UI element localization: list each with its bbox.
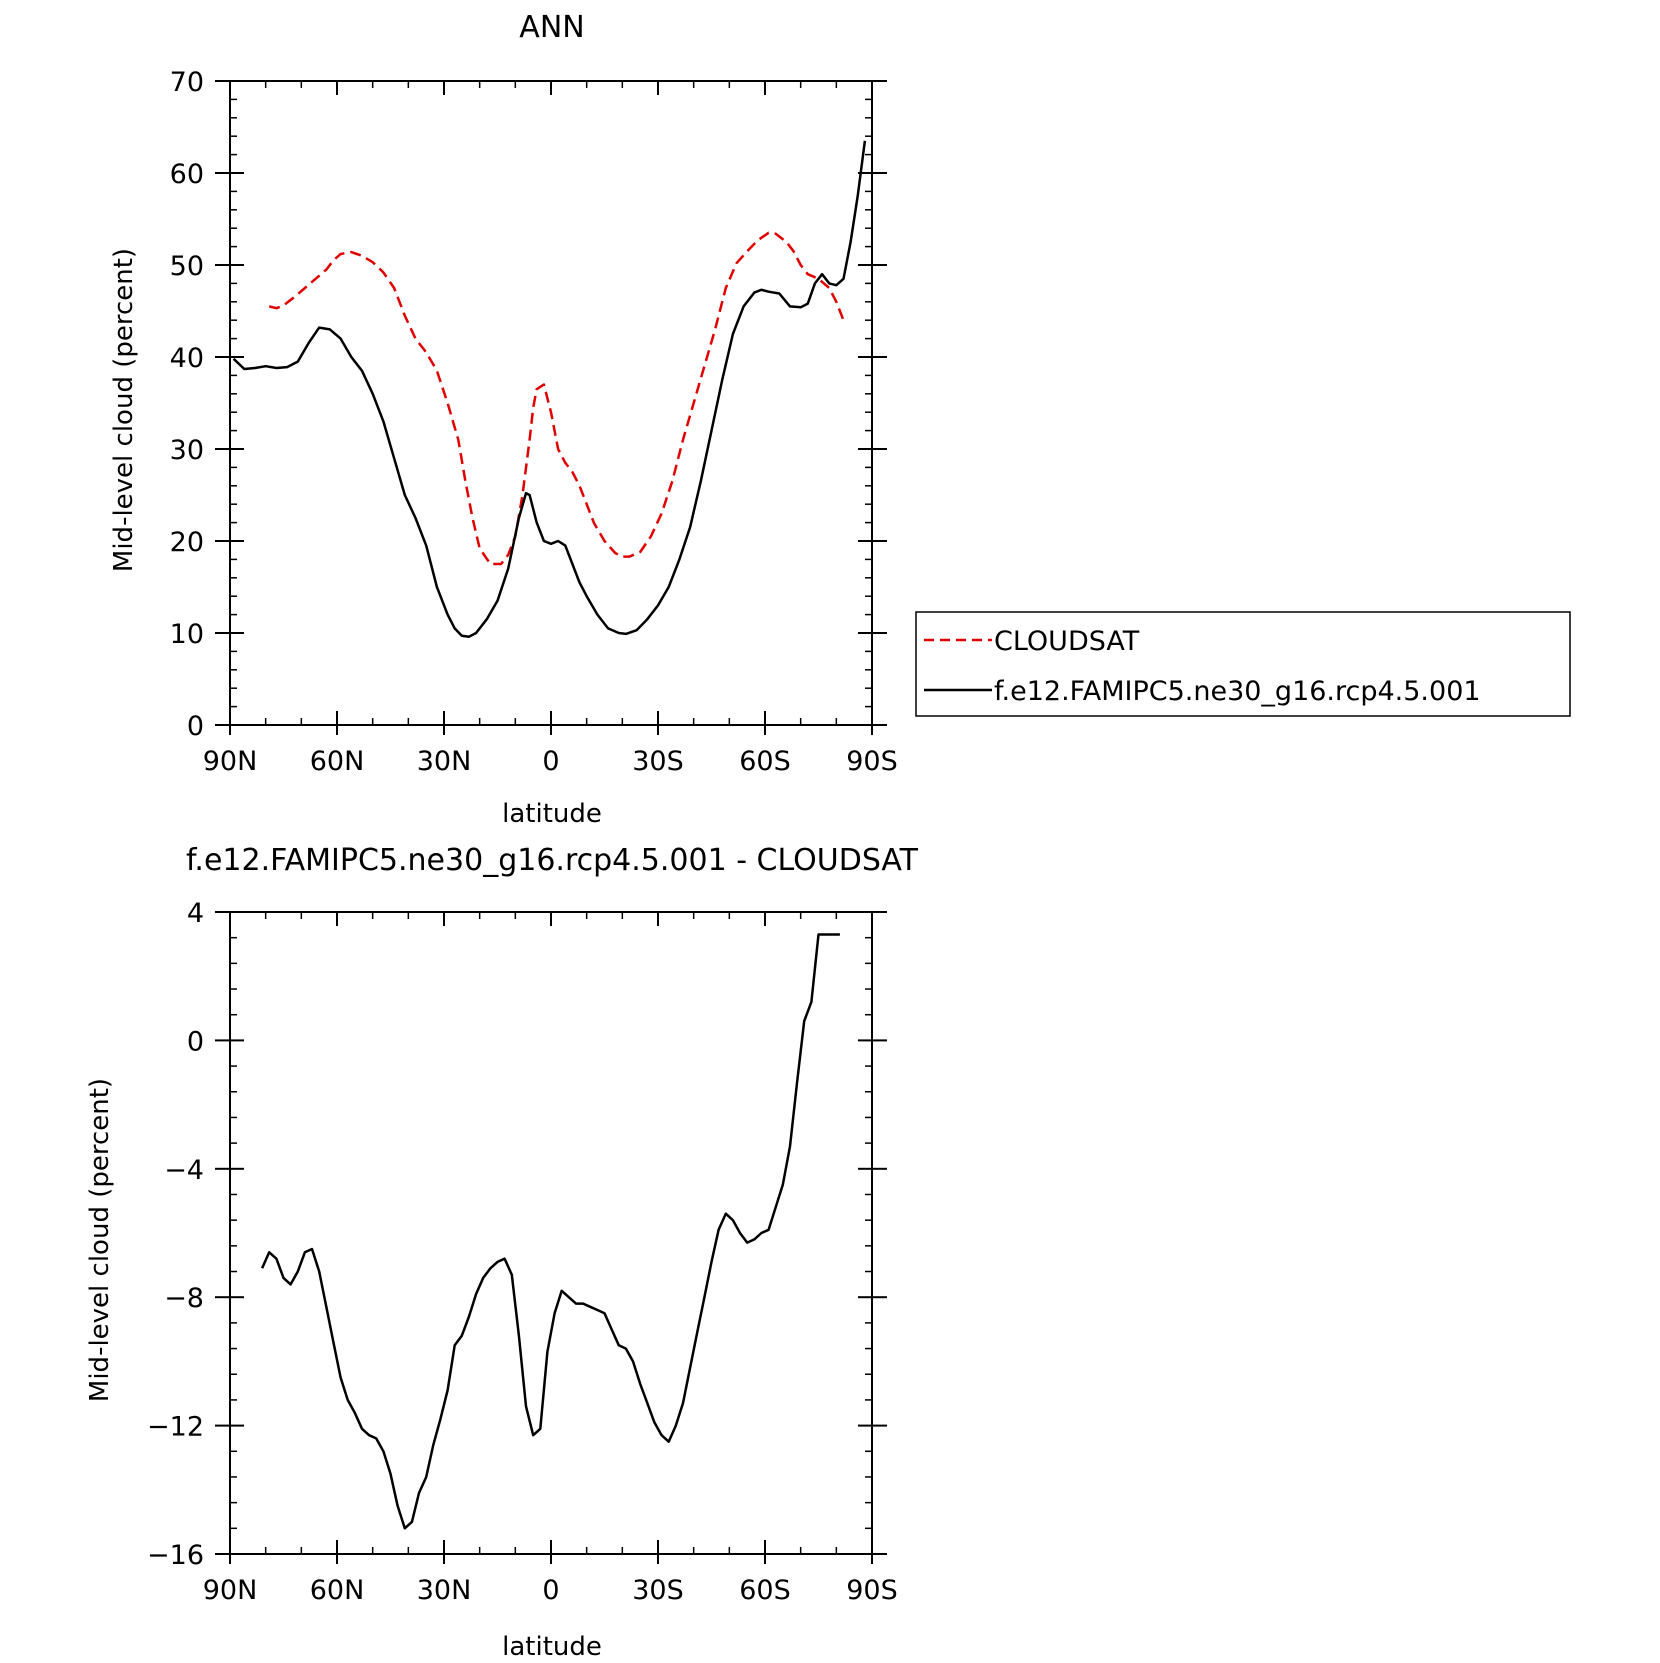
bottom-series-lines (260, 933, 840, 1530)
series-line-difference (260, 933, 840, 1530)
x-tick-label: 30N (417, 1575, 472, 1606)
y-tick-label: −12 (147, 1412, 204, 1443)
bottom-panel: f.e12.FAMIPC5.ne30_g16.rcp4.5.001 - CLOU… (85, 843, 919, 1662)
y-tick-label: −4 (164, 1155, 204, 1186)
bottom-axes: 90N 60N 30N 0 30S 60S 90S −16 −12 −8 −4 0 4 (147, 898, 898, 1606)
top-panel: ANN 90N 60N 30N 0 30S 60S 90S 0 10 20 30 40 50 60 70 l… (109, 10, 898, 829)
x-tick-label: 90N (203, 746, 258, 777)
chart-title: ANN (519, 10, 584, 45)
y-tick-label: 50 (170, 251, 204, 282)
x-tick-label: 60S (739, 746, 791, 777)
legend-label-cloudsat: CLOUDSAT (994, 626, 1140, 657)
y-tick-label: 0 (187, 711, 204, 742)
series-line-f-e12-famipc5-ne30-g16-rcp4-5-001 (232, 140, 867, 638)
top-axes: 90N 60N 30N 0 30S 60S 90S 0 10 20 30 40 50 60 70 (170, 67, 898, 777)
x-tick-label: 0 (542, 1575, 559, 1606)
x-tick-label: 90S (846, 746, 898, 777)
x-axis-label: latitude (502, 1632, 602, 1662)
legend-box (915, 611, 1571, 717)
legend: CLOUDSAT f.e12.FAMIPC5.ne30_g16.rcp4.5.0… (915, 611, 1571, 717)
x-axis-label: latitude (502, 799, 602, 829)
y-tick-label: 30 (170, 435, 204, 466)
y-tick-label: −8 (164, 1283, 204, 1314)
top-series-lines (232, 140, 867, 638)
x-tick-label: 30S (632, 746, 684, 777)
x-tick-label: 30S (632, 1575, 684, 1606)
x-tick-label: 60N (310, 1575, 365, 1606)
y-tick-label: 4 (187, 898, 204, 929)
x-tick-label: 90N (203, 1575, 258, 1606)
y-tick-label: 0 (187, 1026, 204, 1057)
x-tick-label: 90S (846, 1575, 898, 1606)
difference-chart-title: f.e12.FAMIPC5.ne30_g16.rcp4.5.001 - CLOU… (186, 843, 919, 878)
y-tick-label: 60 (170, 159, 204, 190)
x-tick-label: 60S (739, 1575, 791, 1606)
y-tick-label: 40 (170, 343, 204, 374)
series-line-cloudsat (268, 231, 845, 566)
plot-frame (229, 911, 873, 1555)
x-tick-label: 60N (310, 746, 365, 777)
y-tick-label: 20 (170, 527, 204, 558)
y-tick-label: −16 (147, 1540, 204, 1571)
plot-frame (229, 80, 873, 726)
legend-label-model: f.e12.FAMIPC5.ne30_g16.rcp4.5.001 (994, 676, 1481, 707)
x-tick-label: 0 (542, 746, 559, 777)
y-tick-label: 10 (170, 619, 204, 650)
y-axis-label: Mid-level cloud (percent) (109, 248, 139, 572)
x-tick-label: 30N (417, 746, 472, 777)
y-tick-label: 70 (170, 67, 204, 98)
y-axis-label: Mid-level cloud (percent) (85, 1078, 115, 1402)
